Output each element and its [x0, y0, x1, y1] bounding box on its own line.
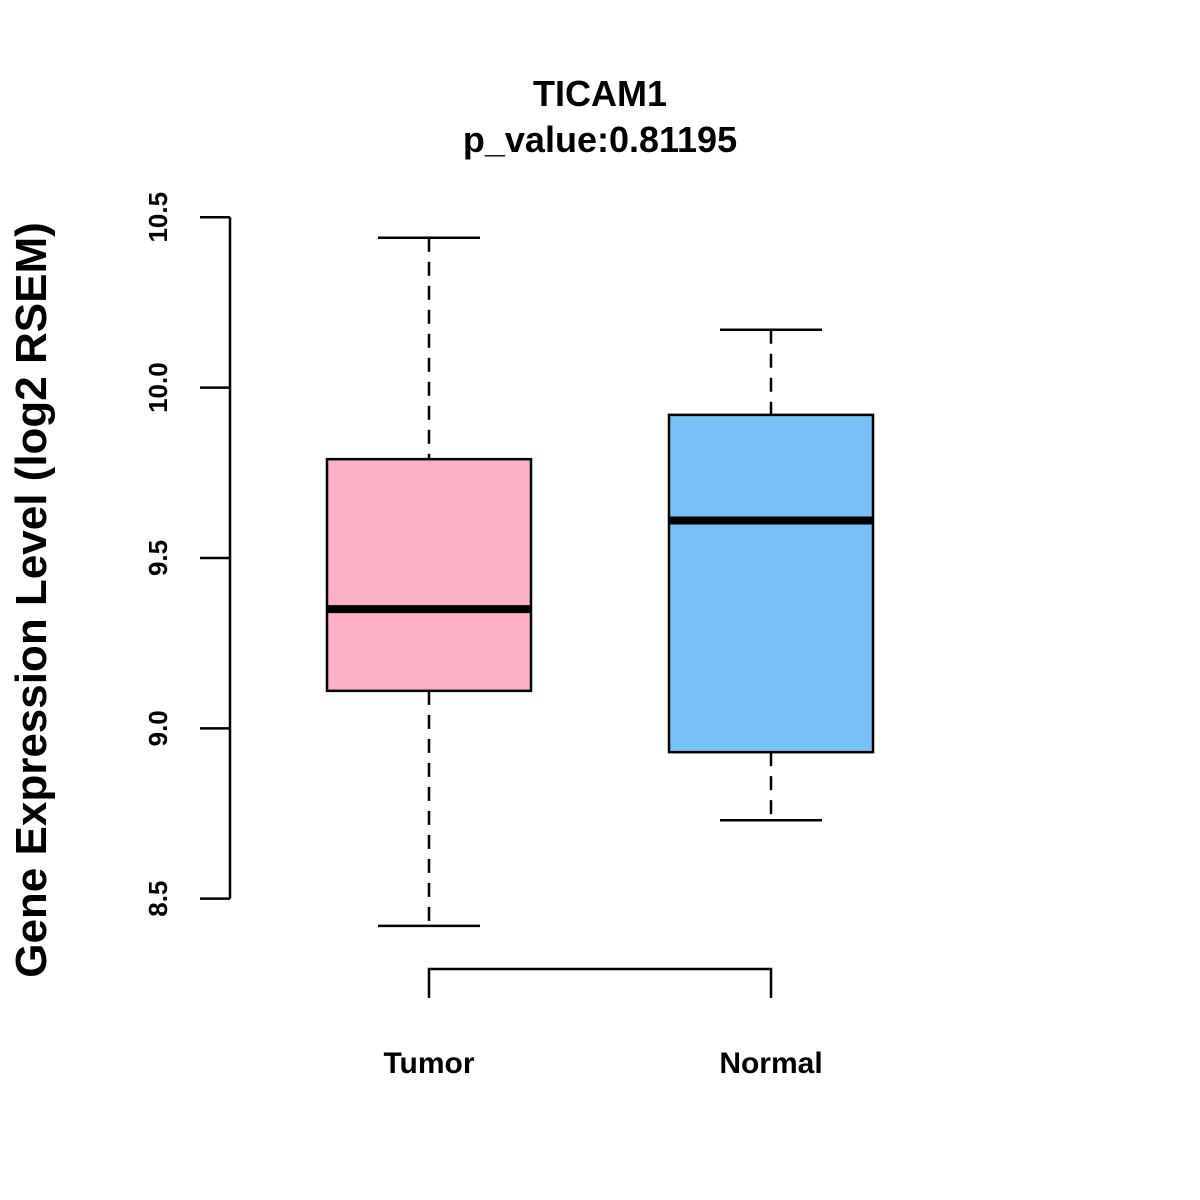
x-category-label: Normal: [719, 1047, 822, 1080]
x-category-label: Tumor: [383, 1047, 474, 1080]
iqr-box: [667, 413, 875, 754]
iqr-box: [325, 457, 533, 693]
y-tick-label: 10.5: [143, 192, 173, 243]
x-axis-categories: Tumor Normal: [383, 1047, 822, 1080]
y-tick-label: 9.0: [143, 710, 173, 746]
bracket-line: [427, 967, 773, 998]
boxes: [325, 236, 875, 928]
y-tick-label: 10.0: [143, 362, 173, 413]
chart-subtitle: p_value:0.81195: [463, 119, 737, 160]
y-axis: 8.5 9.0 9.5 10.0 10.5: [143, 192, 232, 917]
comparison-bracket: [427, 967, 773, 998]
y-tick-label: 8.5: [143, 881, 173, 917]
y-axis-label: Gene Expression Level (log2 RSEM): [7, 222, 56, 978]
y-tick-label: 9.5: [143, 540, 173, 576]
box-tumor: [325, 236, 533, 928]
chart-title: TICAM1: [533, 73, 667, 114]
box-normal: [667, 328, 875, 822]
